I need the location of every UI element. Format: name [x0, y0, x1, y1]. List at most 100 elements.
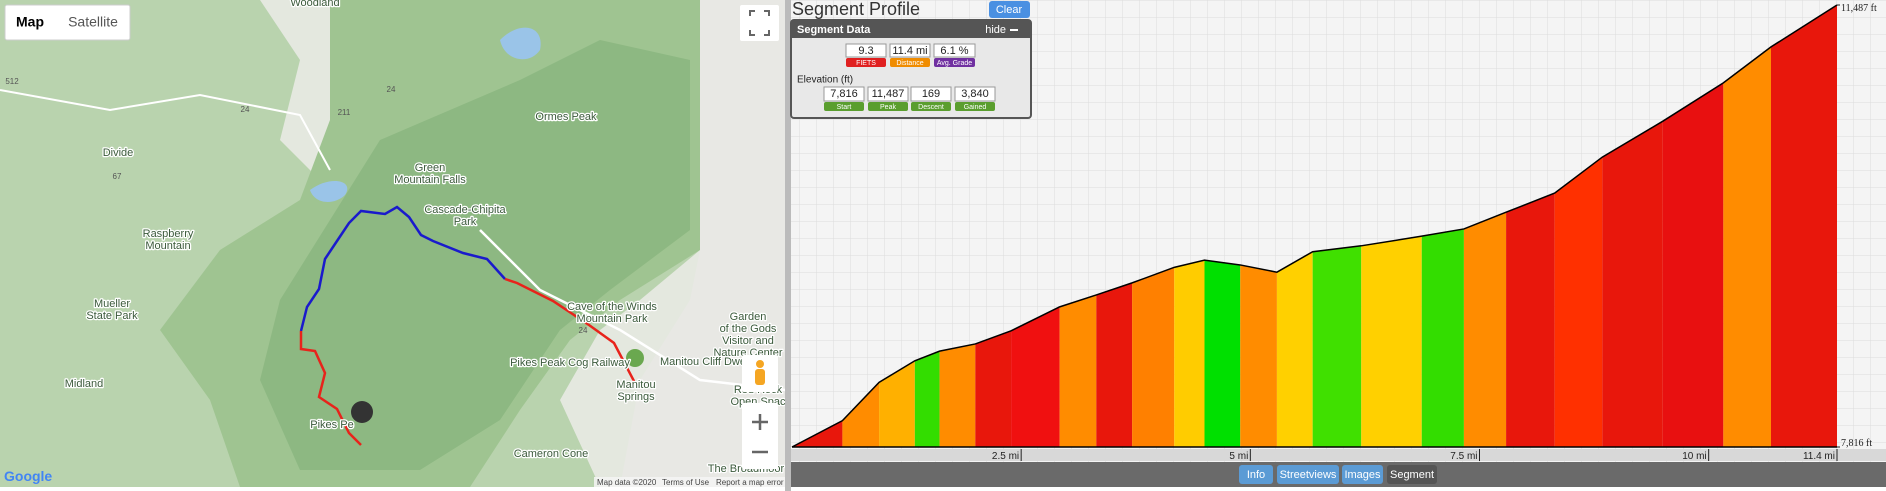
road-label: 24 — [387, 85, 396, 94]
route-red — [504, 277, 637, 384]
hide-button[interactable]: hide — [985, 24, 1006, 36]
grade-strip — [1174, 260, 1205, 447]
place-label: Mountain Falls — [394, 174, 466, 186]
finish-marker[interactable] — [351, 401, 373, 423]
elevation-tag — [868, 102, 908, 111]
grade-strip — [1421, 228, 1464, 447]
y-tick-label: 7,816 ft — [1841, 438, 1872, 449]
route-red — [299, 331, 362, 446]
fullscreen-button[interactable] — [740, 5, 779, 41]
place-label: State Park — [86, 310, 138, 322]
elevation-value: 11,487 — [872, 88, 905, 100]
panel-header — [792, 21, 1030, 38]
place-label: Springs — [617, 391, 655, 403]
grade-strip — [1096, 282, 1133, 447]
elevation-box — [954, 86, 996, 102]
stat-label: FIETS — [856, 60, 876, 67]
elevation-label: Gained — [964, 104, 987, 111]
elevation-box — [823, 86, 865, 102]
zoom-in[interactable] — [752, 414, 768, 430]
map-footer — [594, 477, 785, 487]
road-label: 512 — [5, 77, 19, 86]
place-label: Mountain Park — [577, 313, 648, 325]
place-label: Woodland — [290, 0, 339, 9]
road — [0, 89, 331, 171]
elevation-chart — [791, 4, 1838, 448]
stat-value: 11.4 mi — [892, 45, 927, 57]
route-blue — [299, 205, 506, 332]
elevation-box — [910, 86, 952, 102]
map[interactable]: Woodland Divide Green Mountain Falls Cas… — [0, 0, 787, 487]
elevation-tag — [955, 102, 995, 111]
segment-data-panel: Segment Data hide Elevation (ft) 9.3 FIET… — [790, 19, 1032, 119]
stat-value: 6.1 % — [940, 45, 968, 57]
grade-strip — [1059, 294, 1097, 447]
stat-label: Avg. Grade — [937, 60, 972, 67]
lake — [500, 27, 541, 60]
pegman-icon — [755, 369, 765, 385]
elevation-label: Start — [837, 104, 852, 111]
grade-strip — [1771, 5, 1837, 447]
toolbar-button[interactable] — [1239, 465, 1273, 484]
grade-strip — [1723, 46, 1771, 447]
place-label: Visitor and — [722, 335, 774, 347]
elevation-value: 169 — [922, 88, 940, 100]
toolbar-button[interactable] — [1277, 465, 1339, 484]
stat-boxes: 9.3 FIETS 11.4 mi Distance 6.1 % Avg. Grade 7,… — [823, 43, 996, 111]
report-link[interactable]: Report a map error — [716, 478, 784, 487]
stat-box — [933, 43, 976, 58]
road-label: 24 — [241, 105, 250, 114]
place-label: Mueller — [94, 298, 130, 310]
toolbar-label[interactable]: Images — [1344, 469, 1381, 481]
toolbar-button[interactable] — [1342, 465, 1383, 484]
road-label: 211 — [338, 108, 351, 117]
place-label: Raspberry — [143, 228, 194, 240]
stat-tag — [846, 58, 886, 67]
elevation-tag — [911, 102, 951, 111]
grade-strip — [1662, 82, 1724, 447]
grade-strip — [1276, 251, 1313, 447]
elevation-box — [867, 86, 909, 102]
x-tick-label: 11.4 mi — [1803, 451, 1835, 462]
x-tick-label: 7.5 mi — [1450, 451, 1477, 462]
elevation-label: Peak — [880, 104, 896, 111]
road — [479, 229, 786, 392]
satellite-button[interactable]: Satellite — [68, 14, 118, 30]
x-tick-label: 2.5 mi — [992, 451, 1019, 462]
pegman-icon — [756, 360, 764, 368]
elevation-title: Elevation (ft) — [797, 75, 853, 86]
stat-value: 9.3 — [858, 45, 873, 57]
fullscreen-icon — [749, 10, 770, 36]
toolbar-label[interactable]: Info — [1247, 469, 1265, 481]
place-label: Cameron Cone — [514, 448, 589, 460]
place-label: Green — [415, 162, 446, 174]
toolbar-buttons: Info Streetviews Images Segment — [1239, 465, 1437, 484]
place-label: Garden — [730, 311, 767, 323]
x-tick-label: 5 mi — [1229, 451, 1248, 462]
clear-label[interactable]: Clear — [996, 4, 1023, 16]
place-label: Mountain — [145, 240, 190, 252]
grade-strip — [1602, 121, 1663, 447]
start-marker[interactable] — [626, 349, 644, 367]
profile-line — [791, 4, 1838, 448]
lake — [310, 180, 348, 202]
map-button[interactable]: Map — [16, 14, 44, 30]
place-label: Cave of the Winds — [567, 301, 657, 313]
terms-link[interactable]: Terms of Use — [662, 478, 710, 487]
grade-strip — [1011, 306, 1060, 447]
map-type-control — [4, 4, 131, 41]
grade-strip — [939, 343, 976, 447]
grade-strip — [1463, 212, 1507, 447]
stat-label: Distance — [896, 60, 923, 67]
grade-strip — [1554, 157, 1603, 447]
toolbar-label[interactable]: Segment — [1390, 469, 1434, 481]
clear-button[interactable] — [989, 1, 1030, 18]
grade-strip — [975, 330, 1012, 447]
map-data: Map data ©2020 — [597, 478, 657, 487]
elevation-label: Descent — [918, 104, 944, 111]
toolbar-button[interactable] — [1387, 465, 1437, 484]
toolbar-label[interactable]: Streetviews — [1280, 469, 1337, 481]
axes: 2.5 mi 5 mi 7.5 mi 10 mi 11.4 mi 7,816 ft 11,4… — [992, 3, 1877, 462]
x-axis-bar — [791, 449, 1886, 461]
